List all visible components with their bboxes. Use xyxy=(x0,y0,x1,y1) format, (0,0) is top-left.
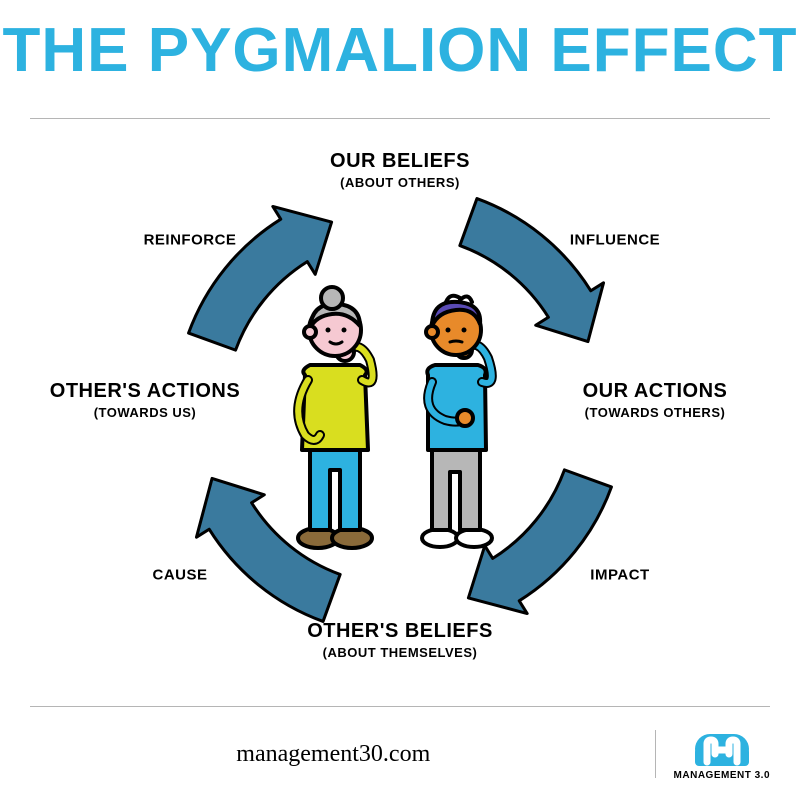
node-sub: (ABOUT OTHERS) xyxy=(290,175,510,190)
node-our-beliefs: OUR BELIEFS (ABOUT OTHERS) xyxy=(290,150,510,190)
footer-divider xyxy=(655,730,656,778)
node-sub: (TOWARDS US) xyxy=(35,405,255,420)
edge-label-reinforce: REINFORCE xyxy=(144,232,237,249)
cycle-diagram: OUR BELIEFS (ABOUT OTHERS) OUR ACTIONS (… xyxy=(0,120,800,680)
top-rule xyxy=(30,118,770,119)
footer: management30.com MANAGEMENT 3.0 xyxy=(30,726,770,782)
node-title: OTHER'S BELIEFS xyxy=(290,620,510,643)
brand-logo: MANAGEMENT 3.0 xyxy=(674,728,770,781)
edge-label-influence: INFLUENCE xyxy=(570,232,660,249)
node-others-beliefs: OTHER'S BELIEFS (ABOUT THEMSELVES) xyxy=(290,620,510,660)
node-our-actions: OUR ACTIONS (TOWARDS OTHERS) xyxy=(545,380,765,420)
footer-url: management30.com xyxy=(30,741,637,768)
node-sub: (ABOUT THEMSELVES) xyxy=(290,645,510,660)
page-title: THE PYGMALION EFFECT xyxy=(0,0,800,81)
node-sub: (TOWARDS OTHERS) xyxy=(545,405,765,420)
edge-label-impact: IMPACT xyxy=(590,567,649,584)
node-others-actions: OTHER'S ACTIONS (TOWARDS US) xyxy=(35,380,255,420)
bottom-rule xyxy=(30,706,770,707)
node-title: OTHER'S ACTIONS xyxy=(35,380,255,403)
brand-logo-text: MANAGEMENT 3.0 xyxy=(674,770,770,781)
node-title: OUR BELIEFS xyxy=(290,150,510,173)
edge-label-cause: CAUSE xyxy=(152,567,207,584)
m-logo-icon xyxy=(693,728,751,768)
people-illustration xyxy=(260,280,540,560)
node-title: OUR ACTIONS xyxy=(545,380,765,403)
